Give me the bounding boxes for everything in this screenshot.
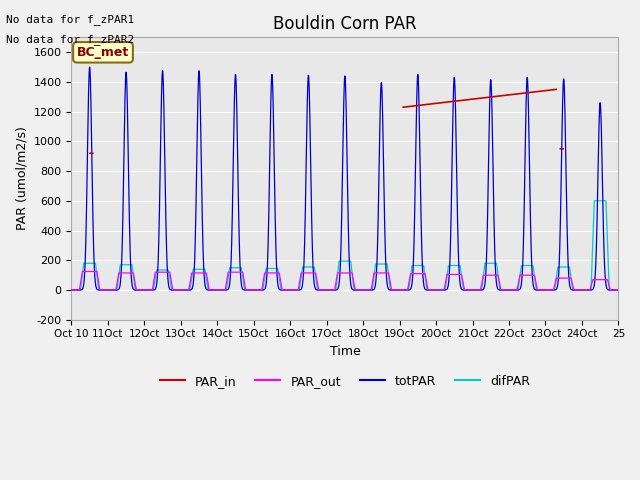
Text: BC_met: BC_met (77, 46, 129, 59)
Legend: PAR_in, PAR_out, totPAR, difPAR: PAR_in, PAR_out, totPAR, difPAR (155, 370, 535, 393)
X-axis label: Time: Time (330, 345, 360, 358)
Y-axis label: PAR (umol/m2/s): PAR (umol/m2/s) (15, 127, 28, 230)
Title: Bouldin Corn PAR: Bouldin Corn PAR (273, 15, 417, 33)
Text: No data for f_zPAR2: No data for f_zPAR2 (6, 34, 134, 45)
Text: No data for f_zPAR1: No data for f_zPAR1 (6, 14, 134, 25)
